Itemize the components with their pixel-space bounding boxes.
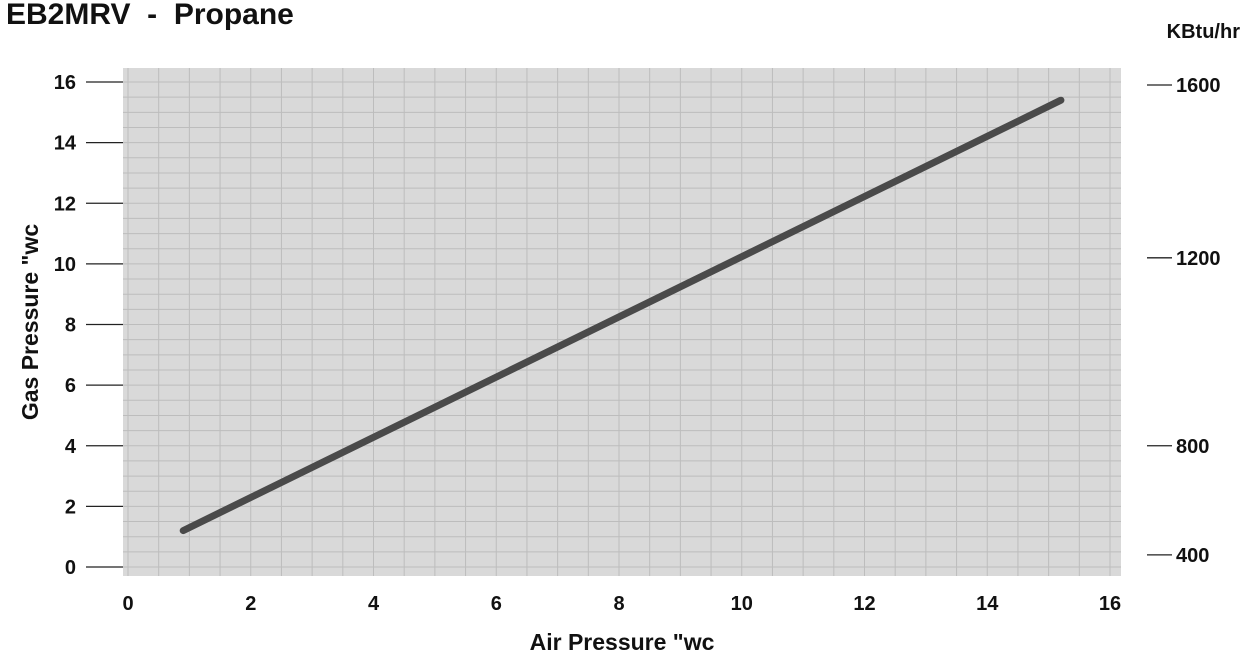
y2-tick-label: 1200 [1176, 248, 1221, 270]
x-tick-label: 6 [491, 593, 502, 615]
series-line [179, 96, 1065, 535]
x-tick-label: 8 [613, 593, 624, 615]
x-tick-label: 2 [245, 593, 256, 615]
x-axis: 0 2 4 6 8 10 12 14 16 [122, 593, 1121, 615]
y-tick-label: 8 [65, 315, 76, 337]
y-tick-label: 14 [54, 133, 77, 155]
y-tick-label: 4 [65, 436, 77, 458]
x-axis-label: Air Pressure "wc [530, 629, 715, 655]
y2-axis: 400 800 1200 1600 [1147, 75, 1221, 567]
x-tick-label: 16 [1099, 593, 1121, 615]
y-tick-label: 16 [54, 72, 76, 94]
x-tick-label: 10 [731, 593, 753, 615]
y2-tick-label: 800 [1176, 436, 1209, 458]
grid [123, 68, 1121, 576]
x-tick-label: 4 [368, 593, 380, 615]
chart-title: EB2MRV - Propane [6, 0, 294, 31]
y-tick-label: 6 [65, 375, 76, 397]
y-tick-label: 2 [65, 496, 76, 518]
y-axis: 0 2 4 6 8 10 12 14 16 [54, 72, 123, 579]
y2-tick-label: 400 [1176, 545, 1209, 567]
y-tick-label: 12 [54, 193, 76, 215]
y-tick-label: 10 [54, 254, 76, 276]
series-group [179, 96, 1065, 535]
x-tick-label: 12 [853, 593, 875, 615]
y-axis-label: Gas Pressure "wc [17, 224, 43, 421]
y2-tick-label: 1600 [1176, 75, 1221, 97]
y2-axis-unit-label: KBtu/hr [1167, 21, 1241, 43]
x-tick-label: 0 [122, 593, 133, 615]
x-tick-label: 14 [976, 593, 999, 615]
y-tick-label: 0 [65, 557, 76, 579]
